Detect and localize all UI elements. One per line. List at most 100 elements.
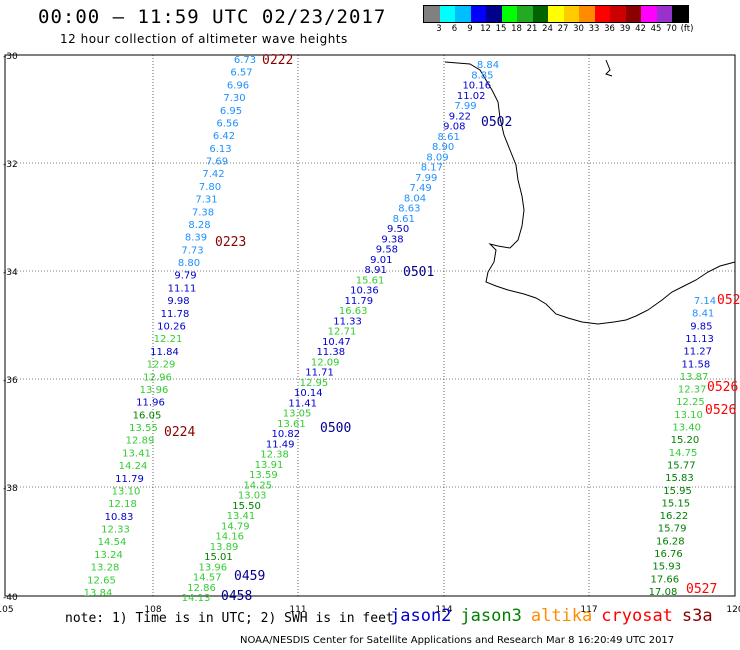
wave-height-value: 11.84	[150, 347, 179, 358]
wave-height-value: 7.14	[694, 296, 716, 307]
wave-height-value: 13.89	[210, 542, 239, 553]
color-scale-tick: 42	[635, 24, 646, 34]
color-swatch	[672, 6, 688, 22]
wave-height-value: 13.96	[199, 562, 228, 573]
legend-s3a: s3a	[681, 606, 713, 626]
lat-label: -30	[3, 52, 18, 62]
map-subtitle: 12 hour collection of altimeter wave hei…	[60, 32, 348, 46]
wave-height-value: 15.79	[658, 524, 687, 535]
color-scale-tick: 36	[604, 24, 615, 34]
wave-height-value: 8.80	[178, 258, 200, 269]
color-scale-tick: 9	[467, 24, 473, 34]
wave-height-value: 14.79	[221, 521, 250, 532]
coastline	[444, 61, 736, 325]
legend-jason3: jason3	[460, 606, 522, 626]
wave-height-value: 16.63	[339, 306, 368, 317]
wave-height-value: 6.73	[234, 55, 256, 66]
color-swatch	[563, 6, 579, 22]
wave-height-value: 13.05	[283, 409, 312, 420]
wave-height-value: 10.47	[322, 337, 351, 348]
wave-height-value: 11.71	[305, 368, 334, 379]
wave-height-value: 15.95	[663, 486, 692, 497]
wave-height-value: 15.93	[652, 562, 681, 573]
wave-height-value: 7.73	[181, 245, 203, 256]
color-scale-tick: 33	[588, 24, 600, 34]
wave-height-value: 6.56	[216, 118, 238, 129]
pass-time-label: 0459	[234, 569, 265, 584]
wave-height-value: 9.79	[174, 271, 196, 282]
legend-jason2: jason2	[390, 606, 452, 626]
pass-time-label: 0502	[481, 115, 512, 130]
wave-height-value: 10.26	[157, 322, 186, 333]
color-scale-tick: 45	[650, 24, 662, 34]
wave-height-value: 12.18	[108, 499, 137, 510]
color-scale-bar	[423, 5, 689, 23]
wave-height-value: 14.54	[98, 537, 127, 548]
wave-height-value: 8.90	[432, 142, 454, 153]
wave-height-value: 8.85	[471, 70, 493, 81]
wave-height-value: 8.84	[477, 60, 499, 71]
wave-height-value: 9.98	[167, 296, 189, 307]
map-title: 00:00 – 11:59 UTC 02/23/2017	[38, 6, 387, 28]
wave-height-value: 11.02	[457, 91, 486, 102]
wave-height-value: 8.41	[692, 309, 714, 320]
wave-height-value: 9.08	[443, 122, 465, 133]
wave-height-value: 14.75	[669, 448, 698, 459]
wave-height-value: 13.91	[255, 460, 284, 471]
color-swatch	[455, 6, 471, 22]
wave-height-value: 9.01	[370, 255, 392, 266]
wave-height-value: 8.91	[365, 265, 387, 276]
satellite-legend: jason2 jason3 altika cryosat s3a	[390, 606, 722, 626]
wave-height-value: 13.24	[94, 550, 123, 561]
wave-height-value: 12.89	[126, 436, 155, 447]
pass-time-label: 0526	[707, 380, 738, 395]
wave-height-value: 15.20	[671, 435, 700, 446]
color-swatch	[594, 6, 610, 22]
color-scale-ticks: 3 6 9 12 15 18 21 24 27 30 33 36 39 42 45 70 (ft)	[423, 24, 740, 36]
color-swatch	[501, 6, 517, 22]
wave-height-value: 13.96	[140, 385, 169, 396]
wave-height-value: 7.69	[206, 157, 228, 168]
wave-height-value: 11.27	[683, 347, 712, 358]
wave-height-value: 12.09	[311, 357, 340, 368]
wave-height-value: 14.16	[215, 532, 244, 543]
color-swatch	[517, 6, 533, 22]
wave-height-value: 11.58	[682, 359, 711, 370]
color-swatch	[532, 6, 548, 22]
pass-time-label: 0222	[262, 53, 293, 68]
wave-height-value: 11.96	[136, 398, 165, 409]
pass-time-label: 0527	[686, 582, 717, 597]
wave-height-value: 15.83	[665, 473, 694, 484]
wave-height-value: 14.25	[243, 480, 272, 491]
wave-height-value: 13.03	[238, 491, 267, 502]
wave-height-value: 12.71	[328, 327, 357, 338]
wave-height-value: 13.10	[112, 486, 141, 497]
wave-height-value: 10.83	[105, 512, 134, 523]
wave-height-value: 13.41	[227, 511, 256, 522]
color-swatch	[470, 6, 486, 22]
lon-label: 105	[0, 605, 14, 615]
wave-height-value: 17.08	[649, 587, 678, 598]
wave-height-value: 9.22	[449, 111, 471, 122]
wave-height-value: 15.15	[661, 498, 690, 509]
pass-time-label: 0224	[164, 425, 195, 440]
color-swatch	[610, 6, 626, 22]
wave-height-value: 11.33	[333, 316, 362, 327]
wave-height-value: 13.59	[249, 470, 278, 481]
lat-label: -40	[3, 593, 18, 603]
lon-label: 117	[580, 605, 597, 615]
lat-label: -32	[3, 160, 18, 170]
wave-height-value: 12.25	[676, 397, 705, 408]
wave-height-value: 6.57	[230, 68, 252, 79]
wave-height-value: 9.38	[381, 234, 403, 245]
wave-height-value: 12.65	[87, 575, 116, 586]
wave-height-value: 6.13	[209, 144, 231, 155]
wave-height-value: 9.58	[376, 245, 398, 256]
wave-height-value: 6.42	[213, 131, 235, 142]
wave-height-value: 6.96	[227, 80, 249, 91]
legend-altika: altika	[530, 606, 593, 626]
wave-height-value: 11.79	[345, 296, 374, 307]
wave-height-value: 12.38	[260, 450, 289, 461]
wave-height-value: 13.28	[91, 563, 120, 574]
